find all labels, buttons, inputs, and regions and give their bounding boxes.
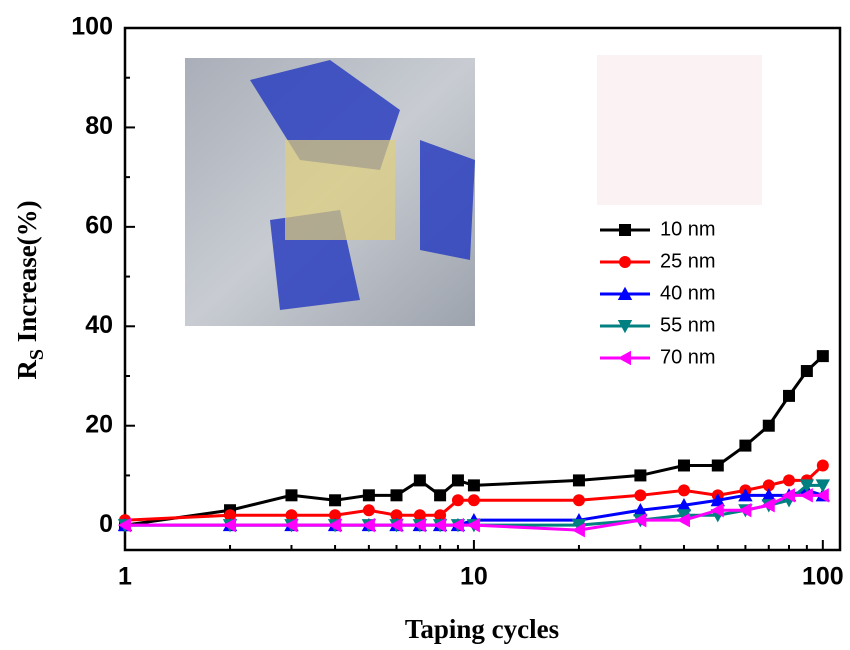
data-point (362, 504, 375, 517)
data-point (781, 488, 796, 503)
data-point (412, 517, 426, 533)
data-point (361, 517, 375, 533)
data-point (816, 350, 829, 363)
data-point (434, 489, 447, 502)
data-point (467, 479, 480, 492)
legend-marker (617, 320, 633, 334)
data-point (800, 365, 813, 378)
data-point (434, 509, 447, 522)
y-tick-label: 0 (99, 510, 113, 538)
inset-blank (597, 55, 762, 205)
inset-sample (285, 140, 395, 240)
data-point (390, 489, 403, 502)
data-point (466, 517, 480, 533)
data-point (285, 489, 298, 502)
y-label-rest: Increase(%) (12, 200, 42, 349)
data-point (761, 498, 775, 513)
legend-marker (617, 350, 631, 366)
data-point (815, 488, 829, 503)
x-axis-label: Taping cycles (405, 614, 559, 644)
data-point (738, 503, 752, 518)
data-point (783, 474, 796, 487)
data-point (799, 488, 813, 503)
y-tick-label: 20 (85, 410, 113, 438)
data-point (413, 474, 426, 487)
data-point (762, 479, 775, 492)
plot-frame (123, 26, 842, 552)
data-point (799, 479, 815, 493)
legend-marker (619, 256, 631, 268)
y-tick-label: 40 (85, 311, 113, 339)
data-point (634, 489, 647, 502)
y-axis-label: RS Increase(%) (12, 200, 47, 379)
x-tick-label: 1 (118, 563, 132, 591)
legend-label: 25 nm (660, 250, 716, 272)
data-point (677, 484, 690, 497)
data-point (738, 488, 753, 502)
data-point (739, 439, 752, 452)
data-point (676, 512, 690, 528)
data-point (329, 509, 342, 522)
legend-label: 40 nm (660, 282, 716, 304)
data-point (762, 419, 775, 432)
data-point (816, 459, 829, 472)
data-point (451, 494, 464, 507)
data-point (329, 494, 342, 507)
data-point (224, 509, 237, 522)
data-point (362, 489, 375, 502)
data-point (571, 519, 587, 533)
data-point (761, 488, 776, 502)
data-point (711, 459, 724, 472)
data-point (633, 512, 647, 528)
x-tick-label: 10 (460, 563, 488, 591)
data-point (327, 517, 342, 533)
data-point (285, 509, 298, 522)
legend-marker (617, 286, 633, 300)
data-point (222, 517, 237, 533)
x-tick-label: 100 (802, 563, 844, 591)
data-point (710, 493, 725, 507)
data-point (467, 494, 480, 507)
legend-label: 70 nm (660, 346, 716, 368)
data-point (451, 474, 464, 487)
data-point (634, 469, 647, 482)
legend-label: 10 nm (660, 218, 716, 240)
data-point (710, 503, 724, 518)
y-tick-label: 100 (71, 13, 113, 41)
data-point (676, 509, 692, 523)
data-point (117, 517, 131, 533)
inset-gloves (250, 60, 475, 310)
data-point (413, 509, 426, 522)
data-point (390, 509, 403, 522)
data-point (284, 517, 298, 533)
y-label-main: R (12, 360, 42, 380)
data-point (677, 459, 690, 472)
data-point (572, 474, 585, 487)
legend-label: 55 nm (660, 314, 716, 336)
data-point (432, 517, 447, 533)
data-point (783, 389, 796, 402)
data-point (815, 479, 831, 493)
legend-marker (619, 224, 631, 236)
data-point (676, 498, 692, 512)
data-point (389, 517, 403, 533)
y-tick-label: 60 (85, 211, 113, 239)
data-point (450, 517, 464, 533)
y-tick-label: 80 (85, 112, 113, 140)
data-point (572, 494, 585, 507)
data-point (633, 503, 648, 517)
data-point (571, 522, 585, 538)
y-label-sub: S (26, 349, 48, 360)
